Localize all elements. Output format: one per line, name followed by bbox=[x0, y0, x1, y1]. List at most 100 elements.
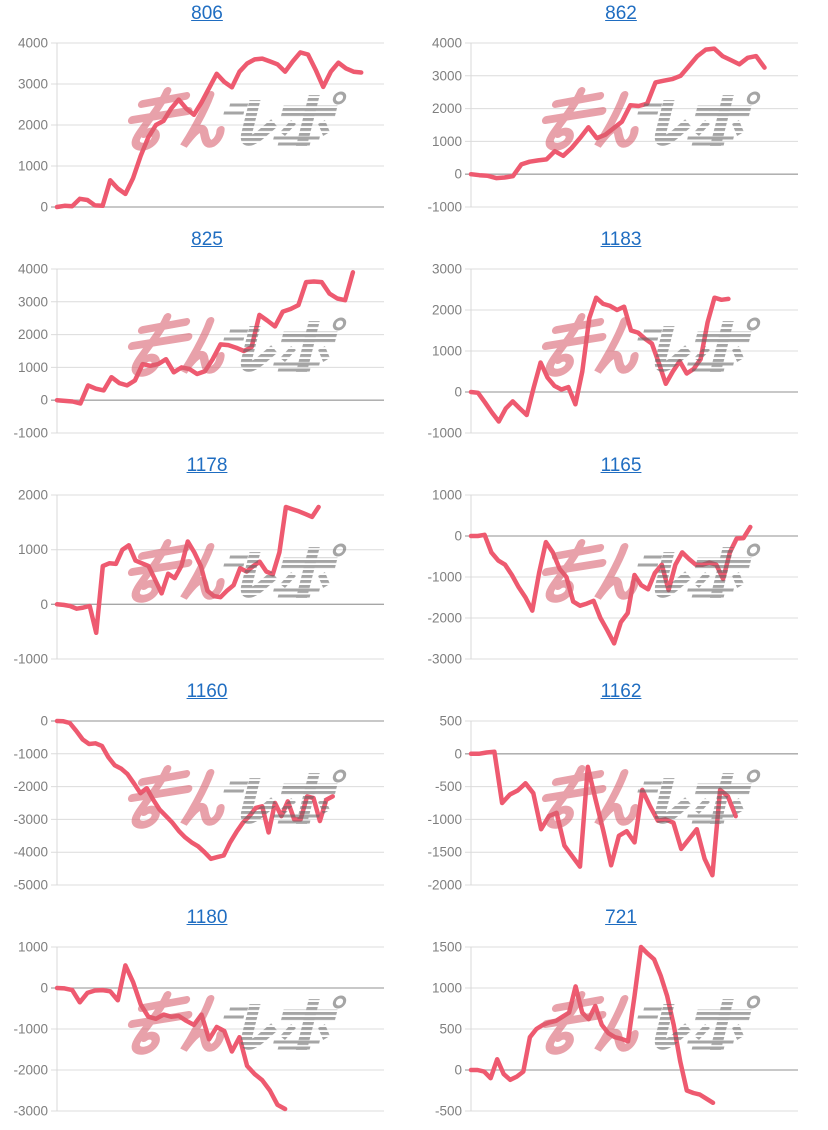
chart-cell: 825 4000 3000 2000 1000 0 -1000 bbox=[0, 226, 414, 452]
svg-text:0: 0 bbox=[454, 167, 462, 182]
chart-cell: 1162 500 0 -500 -1000 -1500 -2000 bbox=[414, 678, 828, 904]
chart-title-link[interactable]: 1165 bbox=[600, 455, 642, 476]
svg-text:-2000: -2000 bbox=[13, 779, 48, 794]
gridlines bbox=[51, 494, 384, 660]
svg-text:3000: 3000 bbox=[432, 262, 462, 277]
chart-cell: 806 4000 3000 2000 1000 0 bbox=[0, 0, 414, 226]
chart-cell: 862 4000 3000 2000 1000 0 -1000 bbox=[414, 0, 828, 226]
svg-text:-1500: -1500 bbox=[427, 845, 462, 860]
svg-text:-1000: -1000 bbox=[13, 1022, 48, 1037]
chart-cell: 1165 1000 0 -1000 -2000 -3000 bbox=[414, 452, 828, 678]
svg-text:4000: 4000 bbox=[18, 36, 48, 51]
svg-text:1500: 1500 bbox=[432, 940, 462, 955]
svg-text:3000: 3000 bbox=[18, 294, 48, 309]
svg-text:3000: 3000 bbox=[432, 68, 462, 83]
svg-text:2000: 2000 bbox=[18, 118, 48, 133]
minrepo-watermark-icon bbox=[125, 543, 346, 599]
chart-plot: 2000 1000 0 -1000 bbox=[13, 488, 384, 667]
chart-title-link[interactable]: 1180 bbox=[186, 907, 228, 928]
svg-text:-1000: -1000 bbox=[427, 426, 462, 441]
svg-text:0: 0 bbox=[40, 393, 48, 408]
svg-text:-1000: -1000 bbox=[427, 812, 462, 827]
svg-text:0: 0 bbox=[40, 714, 48, 729]
svg-text:-4000: -4000 bbox=[13, 845, 48, 860]
minrepo-watermark-icon bbox=[539, 769, 760, 825]
chart-cell: 1178 2000 1000 0 -1000 bbox=[0, 452, 414, 678]
y-axis-labels: 3000 2000 1000 0 -1000 bbox=[427, 262, 462, 441]
chart-plot: 0 -1000 -2000 -3000 -4000 -5000 bbox=[13, 714, 384, 893]
gridlines bbox=[51, 946, 384, 1112]
trend-line bbox=[468, 749, 738, 878]
svg-text:-1000: -1000 bbox=[427, 570, 462, 585]
svg-text:0: 0 bbox=[40, 981, 48, 996]
svg-text:4000: 4000 bbox=[432, 36, 462, 51]
trend-line bbox=[468, 944, 716, 1106]
y-axis-labels: 1000 0 -1000 -2000 -3000 bbox=[427, 488, 462, 667]
chart-title-link[interactable]: 1160 bbox=[186, 681, 228, 702]
chart-title-link[interactable]: 721 bbox=[605, 907, 637, 928]
svg-text:0: 0 bbox=[454, 529, 462, 544]
chart-plot: 4000 3000 2000 1000 0 bbox=[18, 36, 384, 215]
svg-text:1000: 1000 bbox=[18, 940, 48, 955]
svg-text:-500: -500 bbox=[435, 779, 462, 794]
minrepo-watermark-icon bbox=[125, 317, 346, 373]
svg-text:500: 500 bbox=[439, 1022, 462, 1037]
svg-text:0: 0 bbox=[454, 746, 462, 761]
chart-plot: 500 0 -500 -1000 -1500 -2000 bbox=[427, 714, 798, 893]
svg-text:3000: 3000 bbox=[18, 77, 48, 92]
chart-cell: 1183 3000 2000 1000 0 -1000 bbox=[414, 226, 828, 452]
gridlines bbox=[51, 42, 384, 208]
chart-cell: 1160 0 -1000 -2000 -3000 -4000 -5000 bbox=[0, 678, 414, 904]
chart-cell: 721 1500 1000 500 0 -500 bbox=[414, 904, 828, 1130]
y-axis-labels: 1000 0 -1000 -2000 -3000 bbox=[13, 940, 48, 1119]
chart-plot: 3000 2000 1000 0 -1000 bbox=[427, 262, 798, 441]
svg-text:-1000: -1000 bbox=[13, 426, 48, 441]
svg-text:2000: 2000 bbox=[432, 101, 462, 116]
svg-text:-1000: -1000 bbox=[13, 746, 48, 761]
svg-text:2000: 2000 bbox=[18, 327, 48, 342]
svg-text:1000: 1000 bbox=[18, 360, 48, 375]
chart-title-link[interactable]: 1178 bbox=[186, 455, 228, 476]
gridlines bbox=[465, 42, 798, 208]
svg-text:-3000: -3000 bbox=[427, 652, 462, 667]
svg-text:1000: 1000 bbox=[432, 488, 462, 503]
gridlines bbox=[465, 720, 798, 886]
svg-text:2000: 2000 bbox=[18, 488, 48, 503]
svg-text:-1000: -1000 bbox=[427, 200, 462, 215]
trend-line bbox=[54, 50, 364, 210]
chart-plot: 1500 1000 500 0 -500 bbox=[432, 940, 798, 1119]
y-axis-labels: 1500 1000 500 0 -500 bbox=[432, 940, 462, 1119]
chart-cell: 1180 1000 0 -1000 -2000 -3000 bbox=[0, 904, 414, 1130]
svg-text:-5000: -5000 bbox=[13, 878, 48, 893]
minrepo-watermark-icon bbox=[125, 91, 346, 147]
chart-plot: 4000 3000 2000 1000 0 -1000 bbox=[427, 36, 798, 215]
chart-plot: 1000 0 -1000 -2000 -3000 bbox=[427, 488, 798, 667]
y-axis-labels: 4000 3000 2000 1000 0 -1000 bbox=[427, 36, 462, 215]
trend-line bbox=[468, 46, 767, 181]
svg-text:0: 0 bbox=[454, 1063, 462, 1078]
svg-text:-2000: -2000 bbox=[427, 878, 462, 893]
chart-title-link[interactable]: 1162 bbox=[600, 681, 642, 702]
chart-title-link[interactable]: 1183 bbox=[600, 229, 642, 250]
y-axis-labels: 0 -1000 -2000 -3000 -4000 -5000 bbox=[13, 714, 48, 893]
svg-text:1000: 1000 bbox=[18, 159, 48, 174]
trend-line bbox=[54, 504, 321, 636]
y-axis-labels: 4000 3000 2000 1000 0 -1000 bbox=[13, 262, 48, 441]
svg-text:-2000: -2000 bbox=[427, 611, 462, 626]
trend-line bbox=[468, 295, 731, 424]
svg-text:4000: 4000 bbox=[18, 262, 48, 277]
y-axis-labels: 500 0 -500 -1000 -1500 -2000 bbox=[427, 714, 462, 893]
svg-text:-3000: -3000 bbox=[13, 1104, 48, 1119]
svg-text:-2000: -2000 bbox=[13, 1063, 48, 1078]
chart-title-link[interactable]: 825 bbox=[191, 229, 223, 250]
svg-text:2000: 2000 bbox=[432, 303, 462, 318]
svg-text:1000: 1000 bbox=[432, 344, 462, 359]
svg-text:1000: 1000 bbox=[432, 134, 462, 149]
y-axis-labels: 2000 1000 0 -1000 bbox=[13, 488, 48, 667]
svg-text:-1000: -1000 bbox=[13, 652, 48, 667]
svg-text:1000: 1000 bbox=[18, 542, 48, 557]
chart-title-link[interactable]: 806 bbox=[191, 3, 223, 24]
svg-text:-3000: -3000 bbox=[13, 812, 48, 827]
chart-title-link[interactable]: 862 bbox=[605, 3, 637, 24]
